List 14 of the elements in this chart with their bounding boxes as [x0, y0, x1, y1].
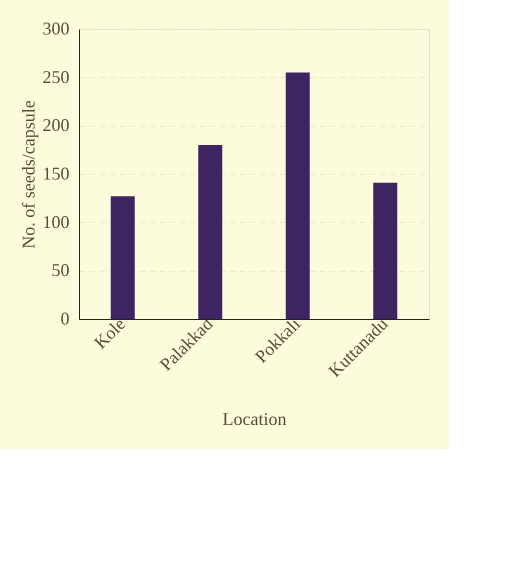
bar [373, 182, 398, 319]
y-tick-label: 300 [42, 18, 70, 38]
x-axis-title: Location [222, 408, 286, 429]
y-tick-label: 100 [42, 212, 70, 232]
bar [286, 72, 310, 319]
y-tick-label: 150 [42, 164, 70, 184]
y-tick-label: 200 [42, 115, 70, 136]
y-tick-label: 50 [52, 260, 70, 280]
y-tick-label: 250 [42, 66, 70, 87]
bar [110, 196, 135, 319]
bar [198, 145, 222, 319]
y-tick-label: 0 [60, 308, 70, 328]
y-axis-title: No. of seeds/capsule [18, 100, 38, 249]
x-tick-label: Kole [90, 314, 130, 353]
